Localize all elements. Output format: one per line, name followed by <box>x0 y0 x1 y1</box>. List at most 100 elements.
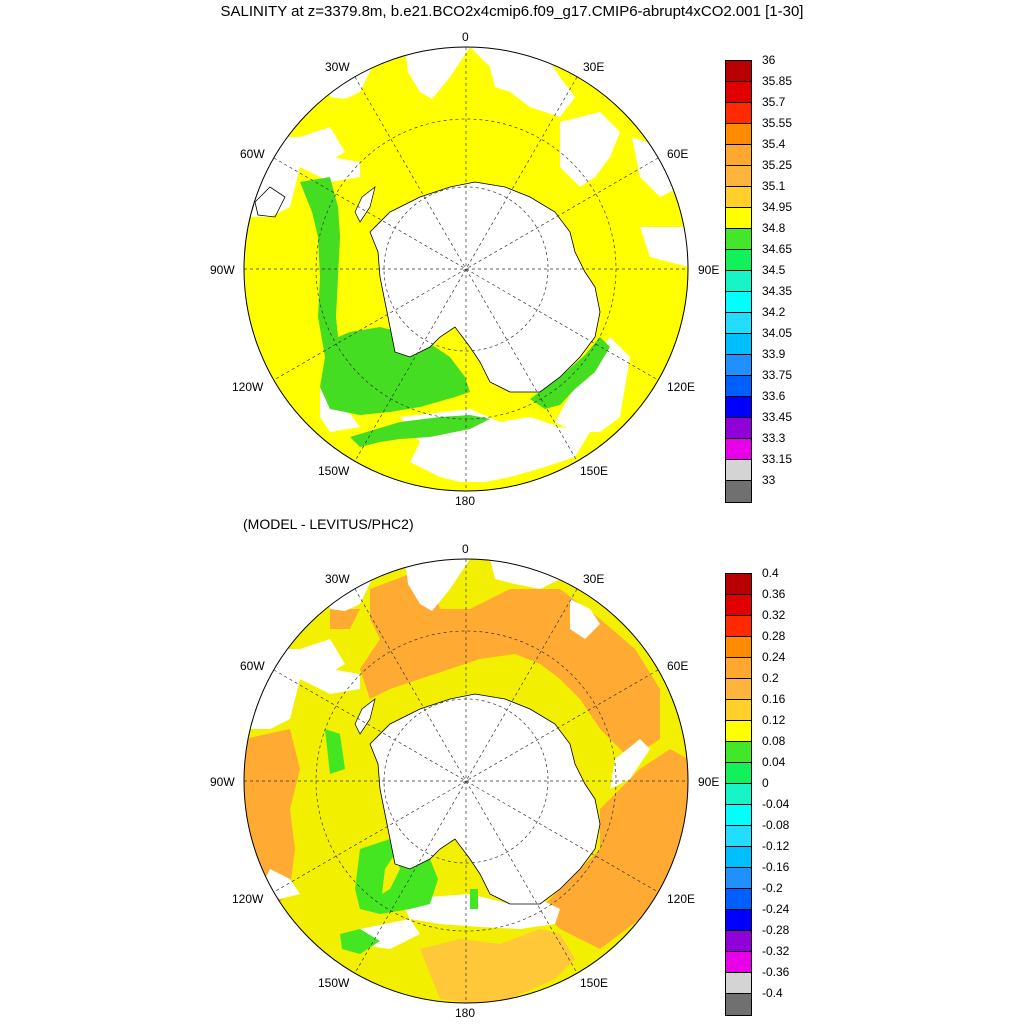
salinity-lon-90w: 90W <box>210 263 235 277</box>
anomaly-colorbar <box>725 573 752 1016</box>
colorbar-swatch <box>725 678 752 700</box>
anomaly-lon-60e: 60E <box>667 659 689 673</box>
colorbar-swatch <box>725 123 752 145</box>
colorbar-swatch <box>725 573 752 595</box>
colorbar-swatch <box>725 867 752 889</box>
colorbar-tick-label: -0.36 <box>762 965 790 979</box>
colorbar-swatch <box>725 60 752 82</box>
colorbar-swatch <box>725 720 752 742</box>
anomaly-lon-120w: 120W <box>232 892 264 906</box>
colorbar-swatch <box>725 615 752 637</box>
plot-title: SALINITY at z=3379.8m, b.e21.BCO2x4cmip6… <box>220 3 804 20</box>
colorbar-tick-label: 34.65 <box>762 242 793 256</box>
salinity-lon-150w: 150W <box>318 464 350 478</box>
anomaly-lon-120e: 120E <box>667 892 696 906</box>
colorbar-swatch <box>725 657 752 679</box>
colorbar-tick-label: 33.9 <box>762 347 786 361</box>
graticule <box>244 559 688 1003</box>
colorbar-tick-label: 34.5 <box>762 263 786 277</box>
anomaly-lon-0: 0 <box>462 542 469 556</box>
anomaly-subtitle: (MODEL - LEVITUS/PHC2) <box>243 516 414 532</box>
colorbar-tick-label: 35.25 <box>762 158 793 172</box>
colorbar-tick-label: 0.36 <box>762 587 786 601</box>
colorbar-swatch <box>725 228 752 250</box>
colorbar-tick-label: 0.04 <box>762 755 786 769</box>
colorbar-swatch <box>725 741 752 763</box>
colorbar-tick-label: -0.28 <box>762 923 790 937</box>
colorbar-tick-label: 33.45 <box>762 410 793 424</box>
colorbar-tick-label: 33.75 <box>762 368 793 382</box>
colorbar-tick-label: -0.32 <box>762 944 790 958</box>
colorbar-swatch <box>725 354 752 376</box>
anomaly-lon-90w: 90W <box>210 775 235 789</box>
anomaly-lon-90e: 90E <box>698 775 720 789</box>
colorbar-swatch <box>725 312 752 334</box>
colorbar-tick-label: 34.2 <box>762 305 786 319</box>
colorbar-swatch <box>725 375 752 397</box>
colorbar-tick-label: 0.08 <box>762 734 786 748</box>
colorbar-swatch <box>725 396 752 418</box>
salinity-colorbar <box>725 60 752 503</box>
colorbar-swatch <box>725 459 752 481</box>
colorbar-swatch <box>725 333 752 355</box>
colorbar-tick-label: 0.24 <box>762 650 786 664</box>
anomaly-map <box>243 558 689 1004</box>
colorbar-swatch <box>725 804 752 826</box>
colorbar-tick-label: 33.15 <box>762 452 793 466</box>
colorbar-swatch <box>725 762 752 784</box>
anomaly-lightorange-region <box>420 929 575 1003</box>
colorbar-swatch <box>725 888 752 910</box>
colorbar-tick-label: 0.4 <box>762 566 779 580</box>
salinity-lon-0: 0 <box>462 30 469 44</box>
anomaly-lon-30w: 30W <box>325 572 350 586</box>
colorbar-tick-label: -0.4 <box>762 986 783 1000</box>
salinity-lon-120w: 120W <box>232 380 264 394</box>
colorbar-swatch <box>725 186 752 208</box>
colorbar-swatch <box>725 825 752 847</box>
anomaly-lon-60w: 60W <box>240 659 265 673</box>
anomaly-lon-180: 180 <box>455 1006 476 1020</box>
colorbar-swatch <box>725 270 752 292</box>
colorbar-swatch <box>725 438 752 460</box>
colorbar-tick-label: 34.8 <box>762 221 786 235</box>
salinity-map <box>243 46 689 492</box>
colorbar-tick-label: 35.1 <box>762 179 786 193</box>
colorbar-swatch <box>725 783 752 805</box>
salinity-lon-60e: 60E <box>667 147 689 161</box>
colorbar-tick-label: 35.4 <box>762 137 786 151</box>
colorbar-tick-label: 0 <box>762 776 769 790</box>
colorbar-swatch <box>725 102 752 124</box>
colorbar-swatch <box>725 594 752 616</box>
colorbar-tick-label: 33.6 <box>762 389 786 403</box>
green-region-sbelt <box>350 415 490 447</box>
antarctica-outline <box>369 693 601 905</box>
colorbar-tick-label: -0.04 <box>762 797 790 811</box>
anomaly-lon-150e: 150E <box>580 976 609 990</box>
colorbar-swatch <box>725 291 752 313</box>
colorbar-swatch <box>725 951 752 973</box>
colorbar-swatch <box>725 846 752 868</box>
salinity-lon-120e: 120E <box>667 380 696 394</box>
colorbar-tick-label: 0.16 <box>762 692 786 706</box>
colorbar-tick-label: 34.05 <box>762 326 793 340</box>
colorbar-tick-label: 0.32 <box>762 608 786 622</box>
colorbar-tick-label: 34.95 <box>762 200 793 214</box>
colorbar-swatch <box>725 207 752 229</box>
colorbar-tick-label: -0.12 <box>762 839 790 853</box>
green-region-east <box>530 337 610 409</box>
salinity-lon-180: 180 <box>455 494 476 508</box>
colorbar-swatch <box>725 165 752 187</box>
colorbar-swatch <box>725 699 752 721</box>
colorbar-swatch <box>725 144 752 166</box>
salinity-lon-30e: 30E <box>583 60 605 74</box>
colorbar-tick-label: -0.2 <box>762 881 783 895</box>
colorbar-swatch <box>725 249 752 271</box>
colorbar-swatch <box>725 909 752 931</box>
colorbar-tick-label: 0.2 <box>762 671 779 685</box>
colorbar-tick-label: 0.28 <box>762 629 786 643</box>
colorbar-swatch <box>725 417 752 439</box>
colorbar-tick-label: 0.12 <box>762 713 786 727</box>
salinity-lon-150e: 150E <box>580 464 609 478</box>
colorbar-tick-label: 34.35 <box>762 284 793 298</box>
colorbar-tick-label: 35.55 <box>762 116 793 130</box>
